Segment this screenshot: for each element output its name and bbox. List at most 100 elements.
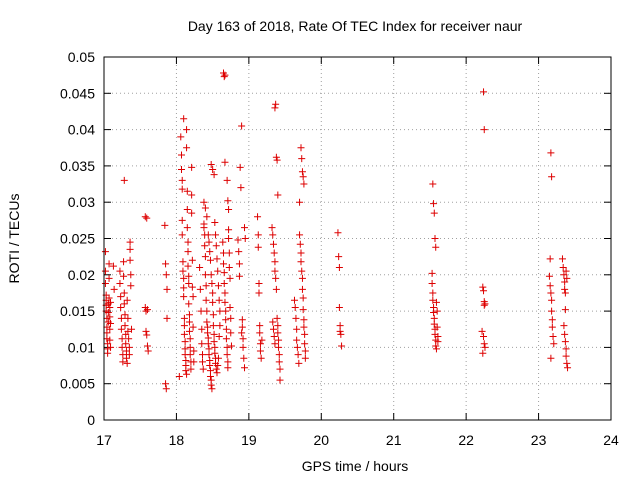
data-point [198, 325, 206, 333]
data-point [296, 198, 304, 206]
data-point [268, 224, 276, 232]
data-point [122, 340, 130, 348]
y-tick-label: 0.045 [60, 85, 95, 101]
data-point [188, 256, 196, 264]
y-tick-label: 0 [87, 412, 95, 428]
data-point [548, 296, 556, 304]
data-point [433, 307, 441, 315]
data-point [212, 242, 220, 250]
data-point [205, 351, 213, 359]
x-tick-label: 24 [603, 432, 619, 448]
data-point [225, 249, 233, 257]
x-tick-label: 23 [531, 432, 547, 448]
data-point [177, 151, 185, 159]
data-point [432, 298, 440, 306]
data-point [298, 155, 306, 163]
data-point [182, 367, 190, 375]
data-point [220, 280, 228, 288]
data-point [256, 329, 264, 337]
data-point [257, 354, 265, 362]
data-point [300, 323, 308, 331]
data-point [121, 311, 129, 319]
data-point [204, 231, 212, 239]
data-point [256, 340, 264, 348]
data-point [214, 354, 222, 362]
data-point [163, 285, 171, 293]
data-point [184, 238, 192, 246]
data-point [162, 380, 170, 388]
data-point [334, 229, 342, 237]
data-point [199, 365, 207, 373]
x-tick-label: 22 [458, 432, 474, 448]
data-point [119, 358, 127, 366]
data-point [300, 180, 308, 188]
data-point [270, 333, 278, 341]
data-point [563, 359, 571, 367]
data-point [432, 345, 440, 353]
data-point [222, 325, 230, 333]
data-point [221, 298, 229, 306]
data-point [559, 264, 567, 272]
data-point [208, 385, 216, 393]
data-point [116, 267, 124, 275]
data-point [103, 314, 111, 322]
data-point [204, 329, 212, 337]
data-point [271, 104, 279, 112]
data-point [297, 144, 305, 152]
data-point [125, 335, 133, 343]
data-point [126, 245, 134, 253]
data-point [560, 322, 568, 330]
x-tick-label: 19 [241, 432, 257, 448]
data-point [180, 314, 188, 322]
data-point [227, 342, 235, 350]
data-point [432, 342, 440, 350]
data-point [297, 258, 305, 266]
data-point [117, 293, 125, 301]
data-point [179, 258, 187, 266]
data-point [118, 335, 126, 343]
data-point [480, 340, 488, 348]
data-point [188, 191, 196, 199]
data-point [299, 306, 307, 314]
data-point [221, 289, 229, 297]
data-point [209, 166, 217, 174]
data-point [120, 176, 128, 184]
data-point [141, 213, 149, 221]
data-point [269, 231, 277, 239]
data-point [216, 322, 224, 330]
data-point [185, 311, 193, 319]
data-point [203, 307, 211, 315]
data-point [184, 248, 192, 256]
data-point [120, 300, 128, 308]
data-point [121, 322, 129, 330]
data-point [545, 272, 553, 280]
data-point [561, 289, 569, 297]
x-tick-label: 21 [386, 432, 402, 448]
y-tick-label: 0.04 [68, 122, 95, 138]
data-point [226, 274, 234, 282]
data-point [162, 260, 170, 268]
data-point [101, 280, 109, 288]
data-point [562, 345, 570, 353]
y-tick-labels: 0 0.005 0.01 0.015 0.02 0.025 0.03 0.035 0.04 0.0… [60, 49, 95, 428]
data-point [220, 269, 228, 277]
data-point [107, 319, 115, 327]
data-point [180, 293, 188, 301]
data-point [227, 314, 235, 322]
data-point [214, 267, 222, 275]
data-point [180, 284, 188, 292]
data-point [548, 323, 556, 331]
data-point [223, 351, 231, 359]
data-point [120, 258, 128, 266]
data-point [123, 359, 131, 367]
data-point [203, 318, 211, 326]
data-point [212, 231, 220, 239]
data-point [117, 303, 125, 311]
data-point [548, 307, 556, 315]
data-point [271, 340, 279, 348]
data-point [142, 307, 150, 315]
data-point [431, 235, 439, 242]
data-point [105, 274, 113, 282]
data-point [297, 249, 305, 257]
